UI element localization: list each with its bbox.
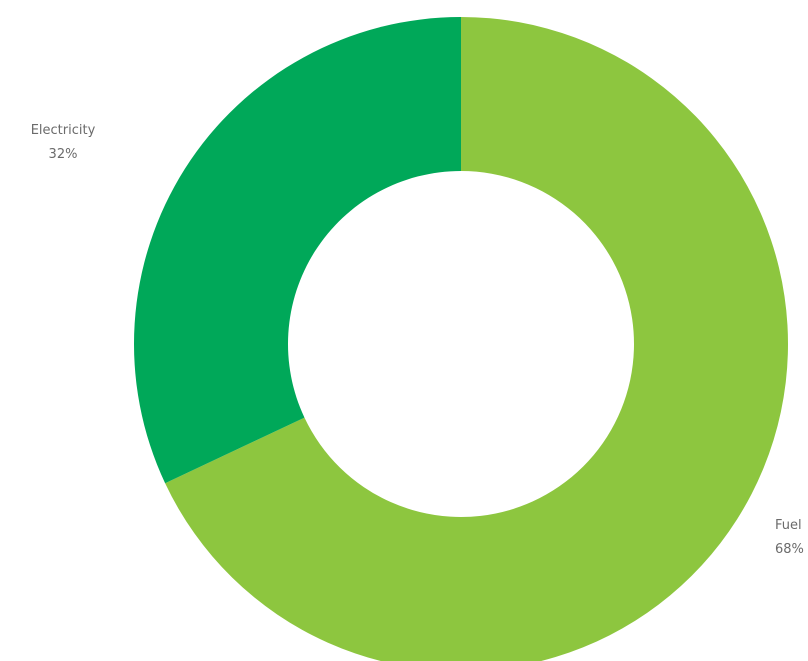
slice-percent-electricity: 32% bbox=[49, 147, 78, 162]
slice-label-fuel: Fuel bbox=[775, 518, 802, 533]
slice-label-electricity: Electricity bbox=[31, 123, 96, 138]
slice-labels: Fuel 68% Electricity 32% bbox=[31, 123, 804, 557]
donut-slices bbox=[133, 17, 788, 661]
slice-electricity bbox=[133, 17, 461, 484]
slice-percent-fuel: 68% bbox=[775, 542, 804, 557]
slice-fuel bbox=[165, 17, 788, 661]
